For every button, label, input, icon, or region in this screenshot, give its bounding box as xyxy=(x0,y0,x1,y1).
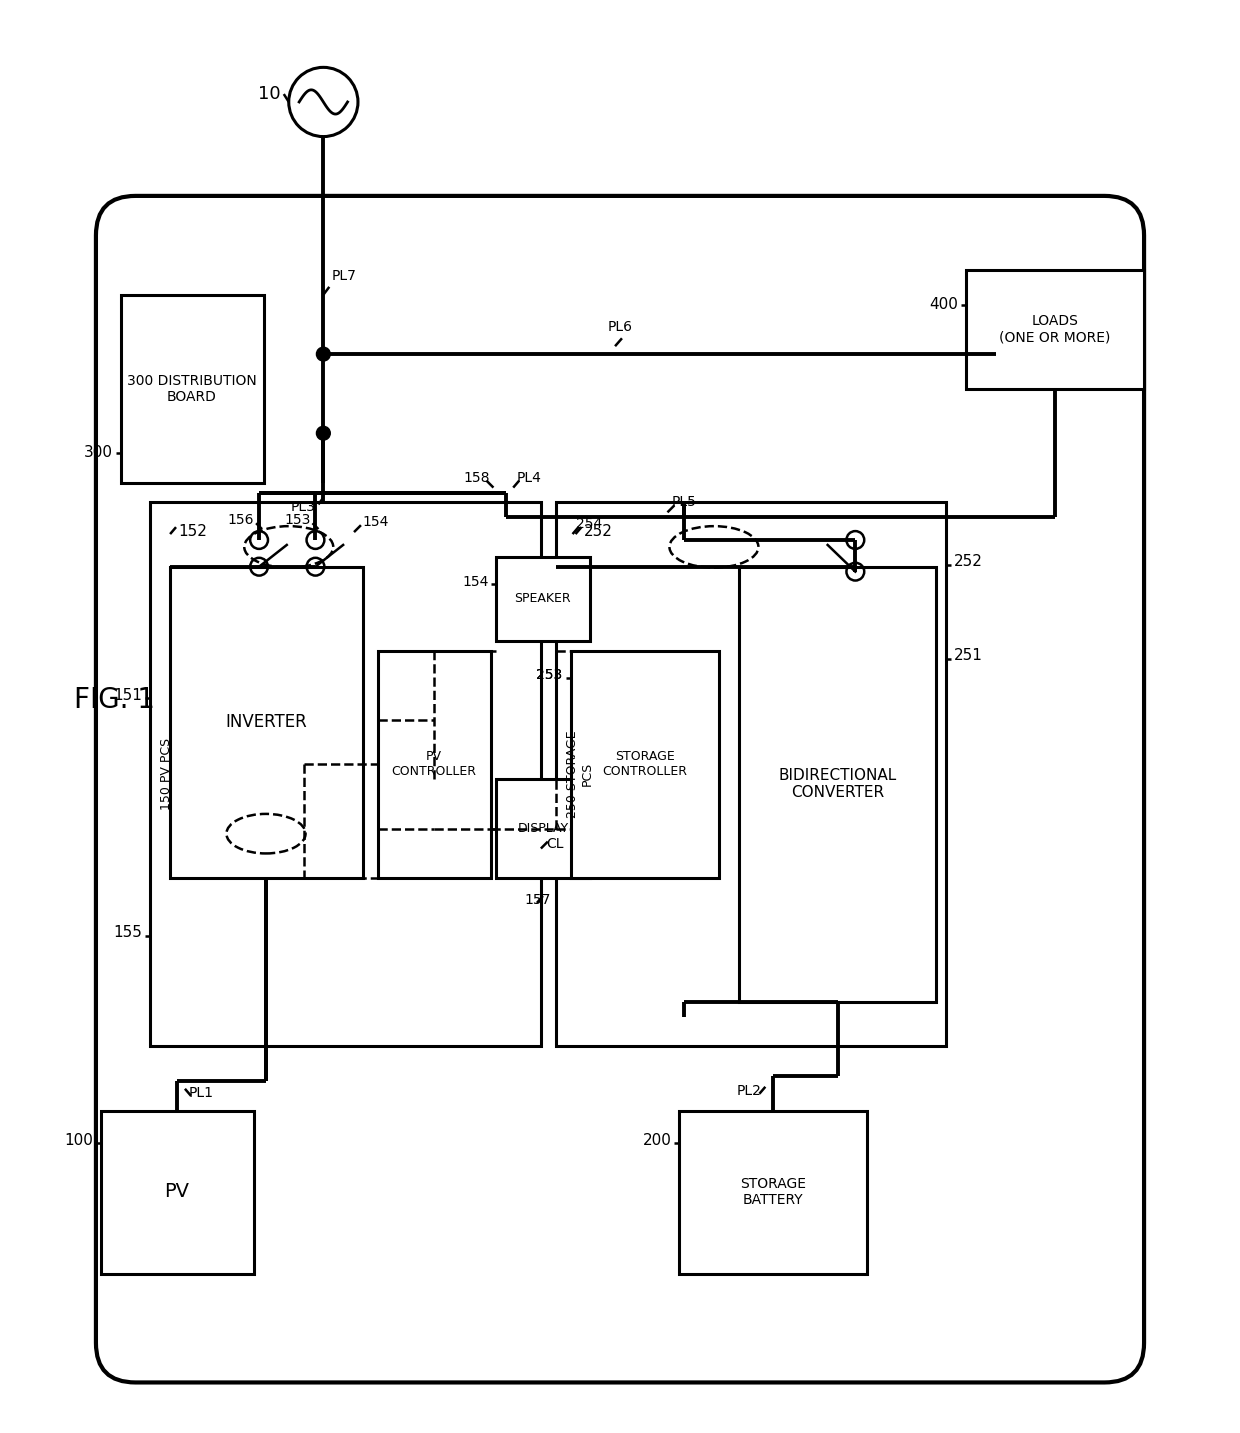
Circle shape xyxy=(316,347,330,361)
Text: STORAGE
CONTROLLER: STORAGE CONTROLLER xyxy=(603,751,687,778)
Text: 300: 300 xyxy=(84,446,113,460)
Text: SPEAKER: SPEAKER xyxy=(515,592,572,605)
Text: PL3: PL3 xyxy=(290,500,315,514)
Text: PV
CONTROLLER: PV CONTROLLER xyxy=(392,751,476,778)
Bar xyxy=(120,295,264,483)
Text: 155: 155 xyxy=(114,926,143,940)
Text: INVERTER: INVERTER xyxy=(226,714,306,731)
Bar xyxy=(378,651,491,878)
Text: CL: CL xyxy=(546,837,563,851)
Text: 150 PV PCS: 150 PV PCS xyxy=(160,738,174,811)
Bar xyxy=(680,1111,867,1274)
Text: PL5: PL5 xyxy=(671,496,697,509)
Bar xyxy=(556,503,946,1046)
Text: 300 DISTRIBUTION
BOARD: 300 DISTRIBUTION BOARD xyxy=(126,374,257,404)
Text: PL2: PL2 xyxy=(737,1083,761,1098)
Circle shape xyxy=(316,426,330,440)
Bar xyxy=(100,1111,254,1274)
Text: 153: 153 xyxy=(284,513,310,527)
Text: 250 STORAGE
PCS: 250 STORAGE PCS xyxy=(565,731,594,818)
Text: 152: 152 xyxy=(179,524,207,539)
Bar xyxy=(966,269,1145,388)
Text: 200: 200 xyxy=(642,1132,671,1148)
Text: 157: 157 xyxy=(525,893,551,907)
Text: 254: 254 xyxy=(577,517,603,532)
Bar xyxy=(496,557,590,641)
Text: PV: PV xyxy=(165,1182,190,1201)
Text: 400: 400 xyxy=(929,297,959,312)
Text: 158: 158 xyxy=(463,470,490,484)
Text: 251: 251 xyxy=(955,648,983,663)
Text: DISPLAY: DISPLAY xyxy=(517,823,568,835)
Text: PL4: PL4 xyxy=(516,470,541,484)
Bar xyxy=(570,651,719,878)
Text: 151: 151 xyxy=(114,688,143,702)
Text: PL6: PL6 xyxy=(608,321,632,334)
Text: PL1: PL1 xyxy=(188,1086,213,1099)
Text: FIG. 1: FIG. 1 xyxy=(74,686,155,714)
Text: 252: 252 xyxy=(955,555,983,569)
Bar xyxy=(496,780,590,878)
Text: 154: 154 xyxy=(363,516,389,529)
Text: STORAGE
BATTERY: STORAGE BATTERY xyxy=(740,1176,806,1207)
Text: 154: 154 xyxy=(463,575,489,589)
Text: 253: 253 xyxy=(537,668,563,682)
Text: 156: 156 xyxy=(228,513,254,527)
Text: BIDIRECTIONAL
CONVERTER: BIDIRECTIONAL CONVERTER xyxy=(779,768,897,801)
Bar xyxy=(739,566,936,1002)
Text: 10: 10 xyxy=(258,85,280,103)
Text: 252: 252 xyxy=(583,524,613,539)
Bar xyxy=(170,566,363,878)
Bar xyxy=(150,503,541,1046)
Text: 100: 100 xyxy=(64,1132,93,1148)
Text: LOADS
(ONE OR MORE): LOADS (ONE OR MORE) xyxy=(999,314,1111,344)
Text: 253: 253 xyxy=(537,668,563,682)
FancyBboxPatch shape xyxy=(95,196,1145,1383)
Text: PL7: PL7 xyxy=(331,269,356,282)
